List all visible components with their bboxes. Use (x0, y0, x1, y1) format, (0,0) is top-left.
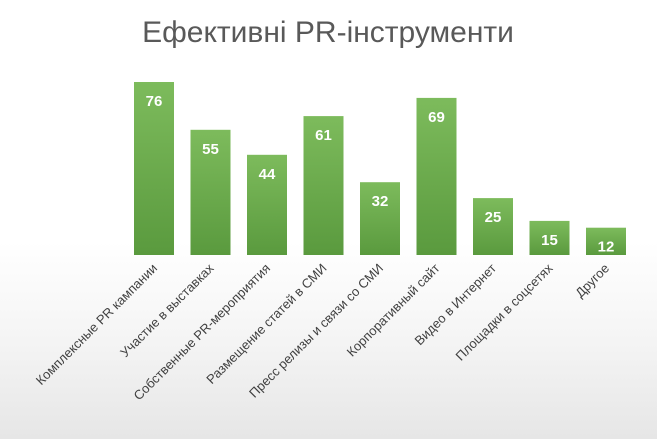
value-labels-group: 76 55 44 61 32 69 25 15 12 (146, 93, 615, 256)
bars-group (134, 82, 626, 256)
data-label: 25 (485, 209, 502, 226)
bar (529, 220, 570, 255)
x-tick-label: Другое (572, 261, 612, 301)
chart-title: Ефективні PR-інструменти (142, 16, 514, 49)
x-tick-label: Корпоративный сайт (344, 260, 443, 359)
bar (247, 154, 287, 255)
x-tick-label: Площадки в соцсетях (452, 260, 555, 363)
bar (473, 198, 513, 255)
data-label: 61 (315, 127, 332, 144)
data-label: 69 (428, 109, 445, 126)
data-label: 32 (372, 193, 389, 210)
data-label: 76 (146, 93, 163, 110)
bar (134, 82, 174, 255)
bar (303, 116, 344, 255)
data-label: 55 (202, 141, 219, 158)
bar (360, 182, 400, 255)
data-label: 44 (259, 166, 276, 183)
bar (190, 129, 231, 255)
bar (416, 97, 457, 256)
data-label: 15 (541, 232, 558, 249)
bar (586, 227, 626, 255)
x-tick-label: Участие в выставках (117, 260, 217, 360)
x-tick-label: Размещение статей в СМИ (203, 261, 329, 387)
data-label: 12 (598, 239, 615, 256)
